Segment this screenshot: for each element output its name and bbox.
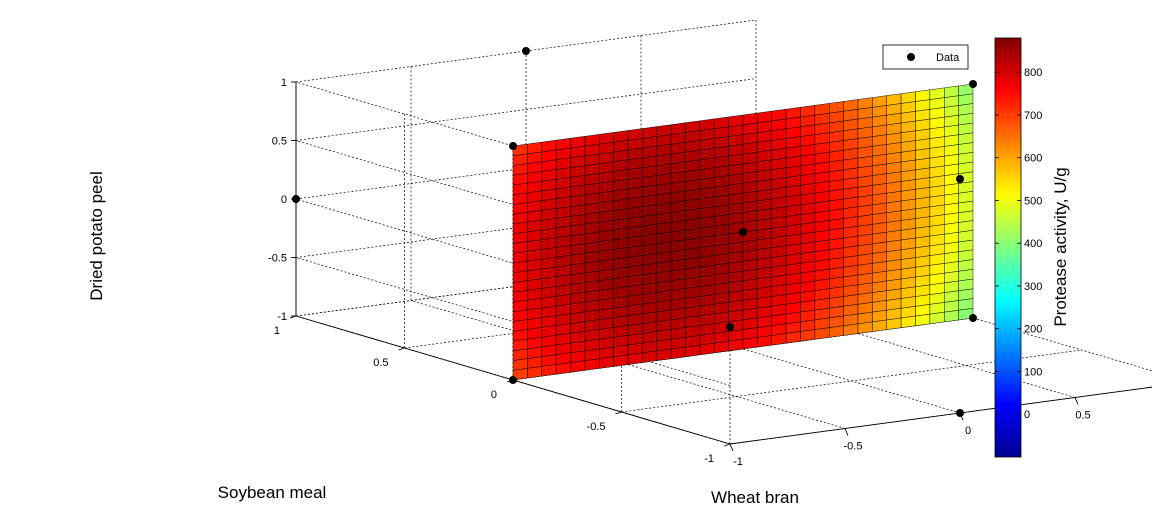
data-point <box>969 314 977 322</box>
surface-cell <box>699 118 715 131</box>
x-tick-label: 0 <box>965 425 971 437</box>
y-tick-label: 0.5 <box>373 357 388 369</box>
y-tick-mark <box>289 315 297 319</box>
surface-cell <box>843 99 859 112</box>
surface-cell <box>929 87 945 100</box>
data-point <box>956 409 964 417</box>
y-tick-mark <box>723 443 731 447</box>
surface-cell <box>872 95 887 108</box>
y-tick-label: -1 <box>704 453 714 465</box>
colorbar-gradient <box>994 37 1022 458</box>
y-tick-mark <box>615 411 622 415</box>
x-tick-label: -1 <box>733 456 743 468</box>
surface-cell <box>555 137 571 151</box>
y-tick-label: 0 <box>491 389 497 401</box>
grid-line <box>295 81 731 211</box>
colorbar-tick-label: 100 <box>1024 366 1042 378</box>
colorbar-label: Protease activity, U/g <box>1051 167 1070 326</box>
colorbar: 0 100 200 300 400 500 600 700 800 Protease activ… <box>994 37 1070 458</box>
colorbar-tick-label: 300 <box>1024 281 1042 293</box>
data-point <box>956 175 964 183</box>
x-tick-mark <box>1074 397 1079 405</box>
surface-cell <box>900 91 916 104</box>
grid-line <box>295 198 731 328</box>
legend: Data <box>882 44 969 70</box>
x-tick-label: -0.5 <box>844 441 863 453</box>
colorbar-tick-label: 800 <box>1024 67 1042 79</box>
y-axis-label: Soybean meal <box>218 483 327 502</box>
surface-cell <box>570 136 586 149</box>
grid-line <box>410 300 846 429</box>
data-point <box>509 376 517 384</box>
colorbar-tick-label: 700 <box>1024 110 1042 122</box>
surface-cell <box>728 114 744 127</box>
data-point <box>292 195 300 203</box>
y-tick-label: -0.5 <box>587 421 606 433</box>
surface-cell <box>944 85 959 98</box>
z-tick-label: 0.5 <box>272 136 287 148</box>
surface-cell <box>685 120 701 133</box>
response-surface <box>512 83 974 381</box>
legend-box <box>882 44 969 70</box>
surface-cell <box>527 141 542 155</box>
surface-cell <box>599 132 614 145</box>
surface-cell <box>915 89 931 102</box>
surface-cell <box>714 116 729 129</box>
x-tick-label: 0.5 <box>1075 410 1090 422</box>
surface-cell <box>656 124 672 137</box>
x-tick-mark <box>729 443 734 452</box>
legend-entry: Data <box>936 52 960 64</box>
colorbar-ticks: 0 100 200 300 400 500 600 700 800 <box>995 67 1042 421</box>
surface-cell <box>814 103 830 116</box>
grid-line <box>295 257 731 386</box>
visible-data-points <box>509 80 977 417</box>
grid-line <box>295 140 731 269</box>
grid-line <box>621 349 1082 413</box>
surface-cell <box>771 108 787 122</box>
z-tick-label: -0.5 <box>268 253 287 265</box>
surface-cell <box>742 112 758 126</box>
z-axis-label: Dried potato peel <box>87 171 106 300</box>
x-axis-label: Wheat bran <box>711 488 799 507</box>
colorbar-tick-label: 500 <box>1024 195 1042 207</box>
colorbar-tick-label: 200 <box>1024 324 1042 336</box>
grid-line <box>295 78 757 141</box>
surface-cell <box>857 97 873 110</box>
y-tick-label: 1 <box>274 325 280 337</box>
z-tick-label: 1 <box>281 77 287 89</box>
tick-labels: -1-0.500.51-1-0.500.51-1-0.500.51 <box>268 77 1091 468</box>
data-point <box>739 228 747 236</box>
data-point <box>969 80 977 88</box>
surface-cell <box>541 139 557 153</box>
legend-marker <box>907 53 915 61</box>
data-point <box>509 142 517 150</box>
surface-cell <box>613 130 629 143</box>
y-tick-mark <box>398 347 405 351</box>
surface-cell <box>886 93 902 106</box>
surface-cell <box>757 110 772 124</box>
z-tick-label: 0 <box>281 194 287 206</box>
z-tick-label: -1 <box>277 311 287 323</box>
surface-cell <box>785 106 801 120</box>
surface-cell <box>670 122 686 135</box>
colorbar-tick-label: 400 <box>1024 238 1042 250</box>
x-tick-mark <box>844 428 849 436</box>
surface-cell <box>642 126 657 139</box>
colorbar-tick-label: 0 <box>1024 409 1030 421</box>
colorbar-tick-label: 600 <box>1024 153 1042 165</box>
data-point <box>726 323 734 331</box>
data-point <box>522 47 530 55</box>
surface-cell <box>829 101 844 114</box>
surface-cell <box>584 134 600 147</box>
surface-cell <box>800 105 816 118</box>
surface-cell <box>627 128 643 141</box>
